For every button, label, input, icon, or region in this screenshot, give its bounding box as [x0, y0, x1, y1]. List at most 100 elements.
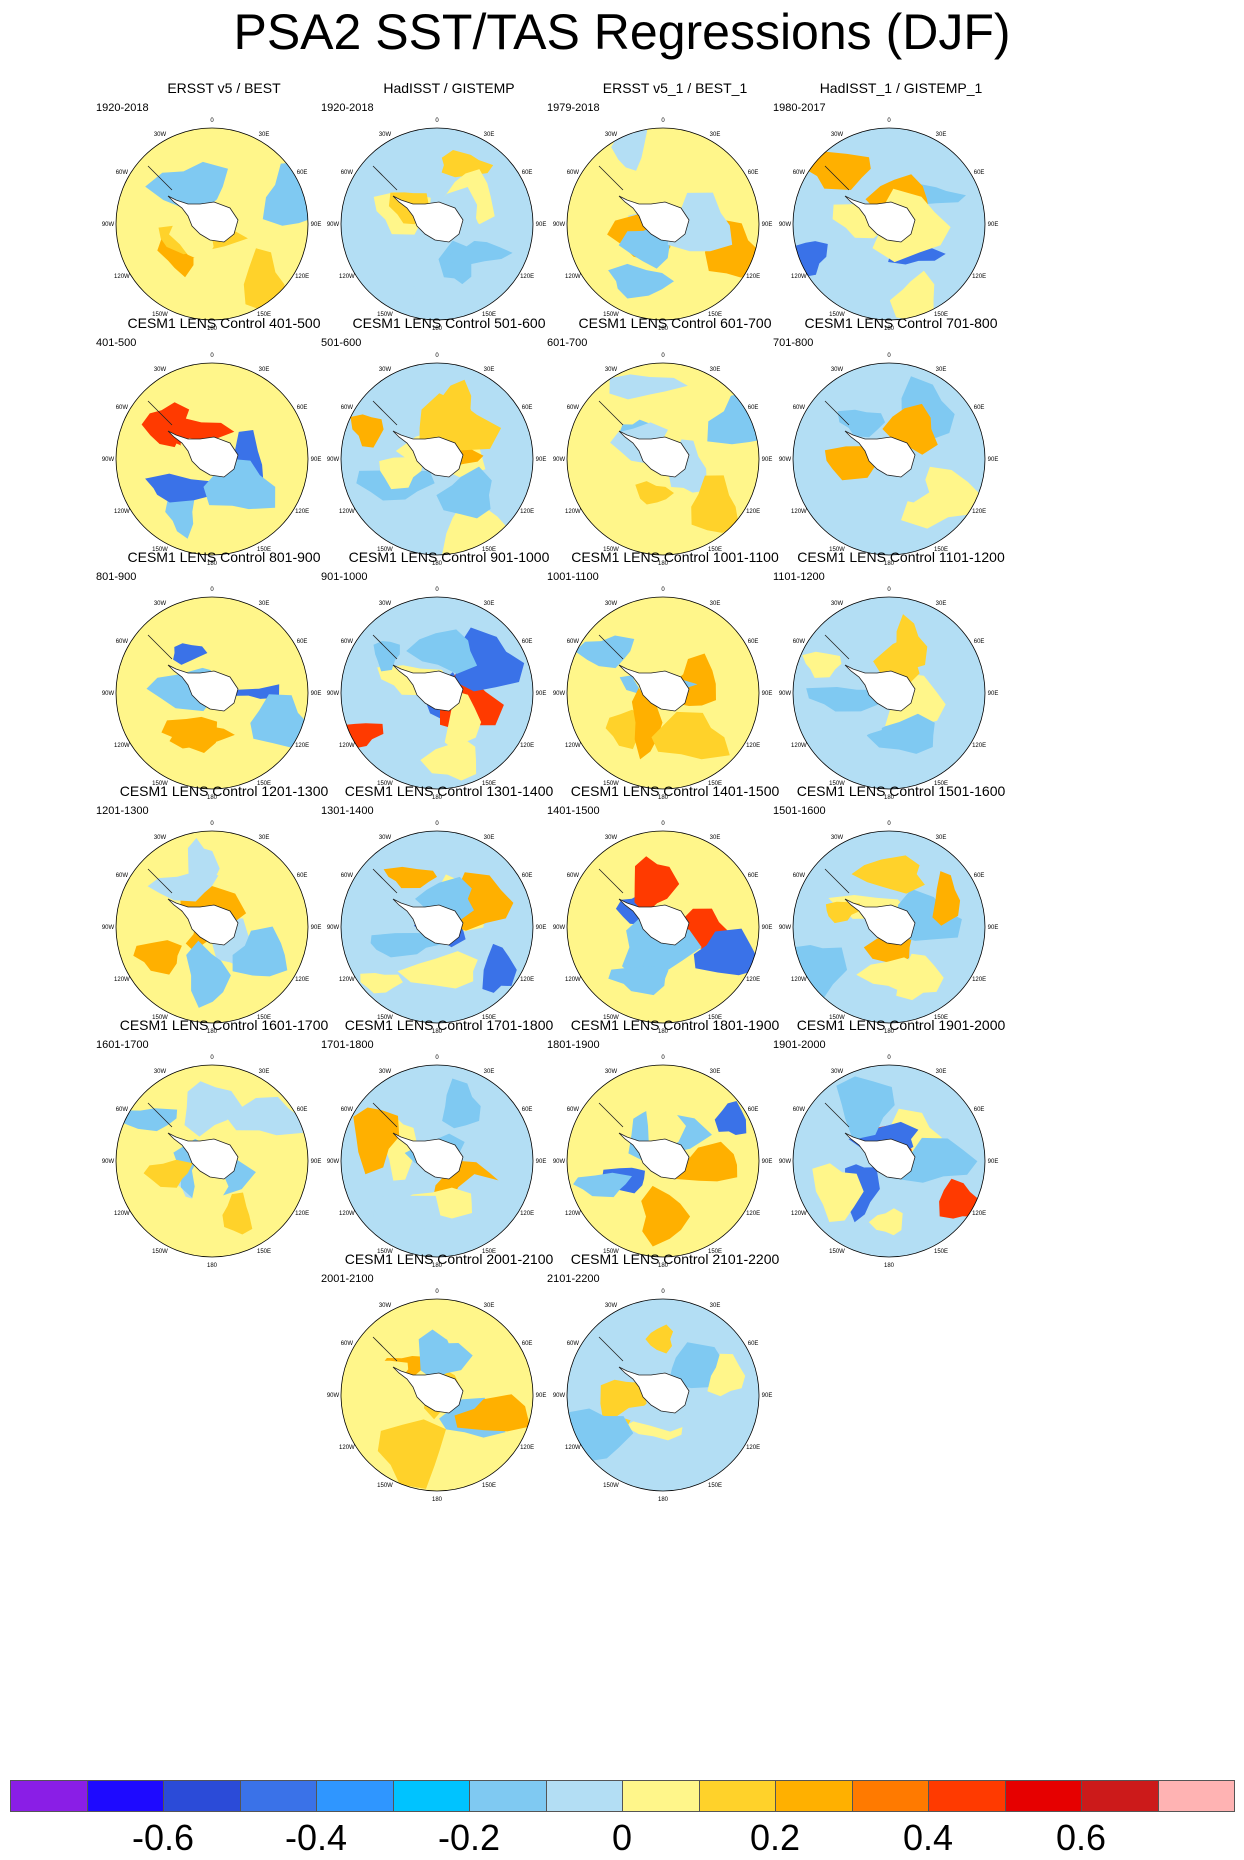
panel-title: CESM1 LENS Control 601-700 [578, 315, 772, 331]
longitude-label: 90W [327, 691, 340, 697]
antarctica-land [618, 1132, 690, 1180]
antarctica-coastline [598, 1336, 690, 1414]
longitude-label: 30E [259, 835, 270, 841]
south-america-coastline [372, 400, 398, 426]
south-america-coastline [372, 634, 398, 660]
longitude-label: 180 [884, 561, 895, 567]
longitude-label: 60W [567, 170, 580, 176]
longitude-label: 30E [710, 835, 721, 841]
longitude-label: 30E [936, 132, 947, 138]
longitude-label: 0 [661, 587, 665, 593]
longitude-label: 30W [154, 601, 167, 607]
map-panel: CESM1 LENS Control 801-900 801-900 0 30E 6… [90, 549, 358, 817]
anomaly-region [889, 270, 935, 320]
longitude-label: 150W [152, 1015, 168, 1021]
longitude-label: 180 [207, 326, 218, 332]
south-america-coastline [824, 1102, 850, 1128]
longitude-label: 60W [341, 873, 354, 879]
longitude-label: 0 [210, 821, 214, 827]
colorbar-swatch [1081, 1780, 1159, 1812]
panel-title: CESM1 LENS Control 401-500 [127, 315, 321, 331]
longitude-label: 150W [152, 312, 168, 318]
anomaly-region [670, 1440, 727, 1476]
south-america-coastline [598, 1102, 624, 1128]
map-panel: CESM1 LENS Control 2101-2200 2101-2200 0… [541, 1251, 809, 1519]
map-panel: CESM1 LENS Control 1401-1500 1401-1500 0… [541, 783, 809, 1051]
longitude-label: 90E [762, 1159, 773, 1165]
anomaly-region [143, 1159, 193, 1188]
anomaly-region [593, 178, 668, 211]
longitude-labels: 0 30E 60E 90E 120E 150E 180 150W 120W 90W 60W 30W [102, 587, 322, 801]
longitude-label: 150E [708, 1249, 722, 1255]
longitude-labels: 0 30E 60E 90E 120E 150E 180 150W 120W 90W 60W 30W [327, 353, 547, 567]
polar-map: 0 30E 60E 90E 120E 150E 180 150W 120W 90W 60W 30W [327, 1055, 547, 1269]
panel-period: 1501-1600 [773, 805, 826, 817]
panel-title: CESM1 LENS Control 501-600 [352, 315, 546, 331]
longitude-label: 30W [605, 132, 618, 138]
anomaly-region [226, 1096, 303, 1136]
panel-title: CESM1 LENS Control 2001-2100 [344, 1251, 554, 1267]
longitude-label: 90W [779, 691, 792, 697]
panel-title: CESM1 LENS Control 1201-1300 [119, 783, 329, 799]
map-boundary [792, 127, 986, 321]
anomaly-region [383, 866, 437, 889]
longitude-label: 150W [377, 1483, 393, 1489]
anomaly-region [635, 481, 674, 505]
longitude-label: 0 [661, 1055, 665, 1061]
antarctica-land [392, 664, 464, 712]
antarctica-coastline [147, 165, 239, 243]
longitude-label: 120W [114, 743, 130, 749]
anomaly-region [645, 1324, 674, 1354]
longitude-labels: 0 30E 60E 90E 120E 150E 180 150W 120W 90W 60W 30W [327, 1289, 547, 1503]
anomaly-region [866, 713, 935, 754]
longitude-label: 90W [553, 691, 566, 697]
map-panel: CESM1 LENS Control 2001-2100 2001-2100 0… [315, 1251, 583, 1519]
map-boundary [115, 127, 309, 321]
longitude-label: 120E [746, 743, 760, 749]
anomaly-region [584, 863, 638, 891]
longitude-label: 120W [339, 509, 355, 515]
longitude-label: 120E [972, 743, 986, 749]
longitude-label: 60W [116, 873, 129, 879]
panel-title: CESM1 LENS Control 2101-2200 [570, 1251, 780, 1267]
longitude-label: 120E [520, 1211, 534, 1217]
longitude-label: 150E [482, 547, 496, 553]
anomaly-region [157, 911, 196, 944]
panel-period: 401-500 [96, 337, 137, 349]
longitude-label: 180 [432, 1029, 443, 1035]
longitude-label: 0 [887, 821, 891, 827]
longitude-label: 30W [154, 367, 167, 373]
longitude-label: 30E [936, 367, 947, 373]
longitude-label: 180 [207, 1029, 218, 1035]
longitude-label: 120E [972, 977, 986, 983]
longitude-labels: 0 30E 60E 90E 120E 150E 180 150W 120W 90W 60W 30W [102, 821, 322, 1035]
anomaly-region [147, 871, 219, 902]
longitude-label: 90W [327, 925, 340, 931]
south-america-coastline [372, 868, 398, 894]
colorbar-tick-label: 0.2 [749, 1817, 801, 1858]
longitude-label: 150E [257, 781, 271, 787]
antarctica-coastline [598, 1102, 690, 1180]
longitude-label: 180 [207, 1263, 218, 1269]
anomaly-region [608, 966, 669, 996]
anomaly-region [573, 1172, 632, 1198]
longitude-label: 0 [435, 1055, 439, 1061]
longitude-label: 0 [435, 821, 439, 827]
south-america-coastline [372, 1336, 398, 1362]
longitude-label: 150W [603, 312, 619, 318]
antarctica-coastline [824, 868, 916, 946]
polar-map: 0 30E 60E 90E 120E 150E 180 150W 120W 90W 60W 30W [102, 1055, 322, 1269]
antarctica-land [618, 898, 690, 946]
map-panel: CESM1 LENS Control 501-600 501-600 0 30E 6… [315, 315, 583, 583]
colorbar-swatch [392, 1780, 470, 1812]
longitude-label: 90W [102, 691, 115, 697]
anomaly-region [420, 737, 477, 781]
longitude-labels: 0 30E 60E 90E 120E 150E 180 150W 120W 90W 60W 30W [553, 587, 773, 801]
panel-period: 1901-2000 [773, 1039, 826, 1051]
longitude-label: 60E [974, 405, 985, 411]
antarctica-land [618, 430, 690, 478]
longitude-label: 120W [791, 274, 807, 280]
antarctica-coastline [372, 400, 464, 478]
longitude-label: 0 [661, 1289, 665, 1295]
map-boundary [115, 362, 309, 556]
